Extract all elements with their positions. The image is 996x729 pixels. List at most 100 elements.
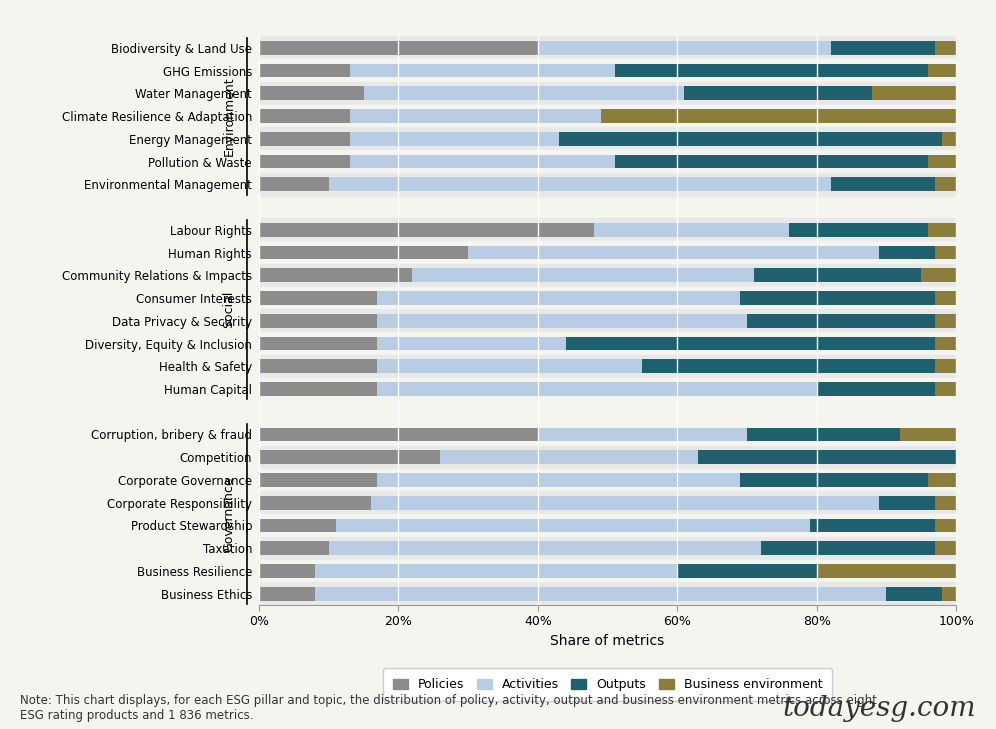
Bar xyxy=(879,246,935,260)
Bar xyxy=(935,337,956,351)
Bar xyxy=(259,291,377,305)
Bar xyxy=(315,587,886,601)
Bar xyxy=(942,587,956,601)
Bar xyxy=(259,337,377,351)
Bar xyxy=(468,246,879,260)
Bar xyxy=(935,496,956,510)
Bar xyxy=(942,132,956,146)
Bar xyxy=(935,314,956,327)
Bar xyxy=(329,177,831,191)
Bar xyxy=(350,132,559,146)
Bar xyxy=(928,473,956,487)
Bar xyxy=(259,355,956,378)
Bar xyxy=(754,268,921,282)
Bar xyxy=(928,223,956,237)
Bar xyxy=(259,542,329,555)
Bar xyxy=(935,518,956,532)
Bar xyxy=(259,109,350,123)
Bar xyxy=(259,451,440,464)
Bar xyxy=(831,41,935,55)
Bar xyxy=(886,587,942,601)
Text: Governance: Governance xyxy=(222,476,236,552)
Bar xyxy=(259,382,377,396)
Bar xyxy=(538,41,831,55)
Text: Social: Social xyxy=(222,291,236,328)
Bar xyxy=(259,587,315,601)
Bar xyxy=(259,155,350,168)
Bar xyxy=(935,359,956,373)
X-axis label: Share of metrics: Share of metrics xyxy=(551,634,664,648)
Bar xyxy=(900,428,956,441)
Bar xyxy=(259,332,956,355)
Bar xyxy=(364,87,684,100)
Bar xyxy=(412,268,754,282)
Bar xyxy=(259,423,956,446)
Bar xyxy=(259,518,336,532)
Bar xyxy=(377,337,566,351)
Bar xyxy=(336,518,810,532)
Bar xyxy=(259,446,956,469)
Bar xyxy=(879,496,935,510)
Bar xyxy=(817,382,935,396)
Bar xyxy=(259,560,956,582)
Bar xyxy=(747,314,935,327)
Bar xyxy=(935,41,956,55)
Bar xyxy=(377,359,642,373)
Bar xyxy=(677,564,817,578)
Bar xyxy=(642,359,935,373)
Bar xyxy=(259,63,350,77)
Bar xyxy=(935,542,956,555)
Bar xyxy=(259,268,412,282)
Bar xyxy=(817,564,956,578)
Bar xyxy=(259,87,364,100)
Bar xyxy=(259,150,956,173)
Bar xyxy=(377,291,740,305)
Bar xyxy=(615,63,928,77)
Bar xyxy=(259,246,468,260)
Bar xyxy=(259,582,956,605)
Bar xyxy=(259,286,956,309)
Bar xyxy=(329,542,761,555)
Bar xyxy=(935,382,956,396)
Bar xyxy=(259,36,956,59)
Bar xyxy=(350,155,615,168)
Bar xyxy=(377,314,747,327)
Bar xyxy=(684,87,872,100)
Text: todayesg.com: todayesg.com xyxy=(783,695,976,722)
Bar xyxy=(377,382,817,396)
Bar xyxy=(594,223,789,237)
Bar xyxy=(935,177,956,191)
Bar xyxy=(538,428,747,441)
Bar xyxy=(259,59,956,82)
Bar xyxy=(259,473,377,487)
Bar xyxy=(259,309,956,332)
Bar xyxy=(259,264,956,286)
Legend: Policies, Activities, Outputs, Business environment: Policies, Activities, Outputs, Business … xyxy=(382,668,833,701)
Bar xyxy=(315,564,677,578)
Bar xyxy=(935,291,956,305)
Bar xyxy=(259,537,956,560)
Bar xyxy=(440,451,698,464)
Bar xyxy=(350,63,615,77)
Text: Environment: Environment xyxy=(222,77,236,156)
Bar xyxy=(259,219,956,241)
Bar xyxy=(928,63,956,77)
Bar xyxy=(259,428,538,441)
Bar xyxy=(935,246,956,260)
Bar xyxy=(810,518,935,532)
Bar xyxy=(350,109,601,123)
Text: Note: This chart displays, for each ESG pillar and topic, the distribution of po: Note: This chart displays, for each ESG … xyxy=(20,694,876,722)
Bar xyxy=(601,109,956,123)
Bar xyxy=(259,223,594,237)
Bar xyxy=(259,177,329,191)
Bar xyxy=(259,132,350,146)
Bar xyxy=(259,128,956,150)
Bar xyxy=(831,177,935,191)
Bar xyxy=(921,268,956,282)
Bar xyxy=(747,428,900,441)
Bar xyxy=(259,82,956,105)
Bar xyxy=(259,105,956,128)
Bar xyxy=(872,87,956,100)
Bar xyxy=(259,491,956,514)
Bar xyxy=(259,314,377,327)
